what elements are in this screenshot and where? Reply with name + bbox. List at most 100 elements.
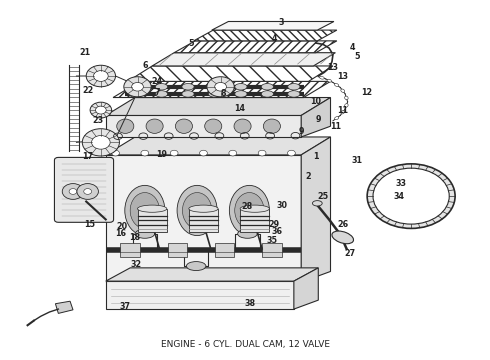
Text: 32: 32	[131, 260, 142, 269]
Text: 19: 19	[156, 150, 168, 159]
Ellipse shape	[263, 119, 280, 134]
Text: 30: 30	[276, 201, 287, 210]
Text: 36: 36	[271, 228, 282, 237]
Ellipse shape	[335, 84, 339, 86]
Circle shape	[96, 106, 106, 114]
Bar	[189, 209, 218, 232]
Ellipse shape	[155, 84, 168, 90]
Ellipse shape	[261, 84, 273, 90]
Text: 5: 5	[355, 52, 360, 61]
Text: 4: 4	[271, 34, 277, 43]
Text: 7: 7	[154, 87, 160, 96]
Bar	[168, 243, 187, 257]
Circle shape	[92, 135, 110, 149]
Text: 26: 26	[337, 220, 348, 229]
Text: 20: 20	[116, 222, 127, 231]
Text: 31: 31	[352, 156, 363, 165]
Text: 33: 33	[396, 179, 407, 188]
Text: 17: 17	[82, 152, 93, 161]
Text: 4: 4	[350, 43, 355, 52]
Circle shape	[86, 65, 116, 87]
Circle shape	[199, 150, 207, 156]
FancyBboxPatch shape	[54, 157, 114, 222]
Circle shape	[132, 82, 144, 91]
Polygon shape	[128, 66, 333, 81]
Circle shape	[170, 150, 178, 156]
Text: 24: 24	[151, 77, 163, 86]
Ellipse shape	[175, 119, 193, 134]
Ellipse shape	[238, 229, 257, 238]
Text: 21: 21	[79, 48, 90, 57]
Ellipse shape	[332, 231, 353, 244]
Ellipse shape	[146, 119, 163, 134]
Ellipse shape	[261, 91, 273, 97]
Text: 37: 37	[120, 302, 131, 311]
Text: 18: 18	[129, 233, 141, 242]
Polygon shape	[113, 81, 331, 98]
Text: 10: 10	[310, 96, 321, 105]
Polygon shape	[106, 98, 331, 116]
Ellipse shape	[208, 91, 220, 97]
Text: 27: 27	[344, 249, 356, 258]
Polygon shape	[294, 268, 318, 309]
Circle shape	[84, 189, 92, 194]
Text: 9: 9	[316, 114, 321, 123]
Text: 25: 25	[318, 192, 329, 201]
Bar	[215, 243, 234, 257]
Circle shape	[215, 82, 226, 91]
Circle shape	[258, 150, 266, 156]
Text: 38: 38	[245, 299, 255, 308]
Polygon shape	[55, 301, 73, 314]
Text: 35: 35	[267, 237, 277, 246]
Ellipse shape	[344, 96, 348, 100]
Ellipse shape	[344, 104, 348, 107]
Ellipse shape	[138, 205, 167, 212]
Text: 34: 34	[393, 192, 404, 201]
Bar	[121, 243, 140, 257]
Ellipse shape	[288, 91, 300, 97]
Ellipse shape	[327, 79, 332, 82]
Polygon shape	[152, 53, 335, 66]
Text: 3: 3	[279, 18, 284, 27]
Circle shape	[77, 184, 98, 199]
Ellipse shape	[182, 193, 212, 228]
Text: 28: 28	[242, 202, 253, 211]
Circle shape	[124, 77, 151, 97]
Text: 1: 1	[313, 152, 318, 161]
Text: 13: 13	[327, 63, 339, 72]
Ellipse shape	[208, 84, 220, 90]
Ellipse shape	[335, 117, 339, 120]
Text: 12: 12	[362, 87, 373, 96]
Ellipse shape	[129, 91, 141, 97]
Circle shape	[94, 71, 108, 81]
Text: 16: 16	[115, 229, 126, 238]
Text: 5: 5	[189, 39, 194, 48]
Polygon shape	[301, 98, 331, 137]
Circle shape	[112, 150, 120, 156]
Ellipse shape	[189, 205, 218, 212]
Text: 11: 11	[337, 105, 348, 114]
Ellipse shape	[155, 91, 168, 97]
Ellipse shape	[135, 229, 155, 238]
Ellipse shape	[341, 111, 344, 114]
Ellipse shape	[186, 262, 206, 271]
Ellipse shape	[229, 185, 270, 235]
Polygon shape	[106, 268, 318, 281]
Ellipse shape	[341, 89, 344, 93]
Text: 6: 6	[142, 61, 147, 70]
Circle shape	[375, 176, 429, 216]
Polygon shape	[212, 22, 334, 30]
Text: 2: 2	[306, 172, 311, 181]
Ellipse shape	[205, 119, 222, 134]
Ellipse shape	[234, 119, 251, 134]
Text: 15: 15	[84, 220, 95, 229]
Circle shape	[90, 102, 112, 118]
Circle shape	[69, 189, 77, 194]
Circle shape	[207, 77, 234, 97]
Ellipse shape	[125, 185, 165, 235]
Text: 23: 23	[93, 116, 104, 125]
Ellipse shape	[130, 193, 159, 228]
Polygon shape	[106, 155, 301, 282]
Bar	[138, 209, 167, 232]
Text: 13: 13	[337, 72, 348, 81]
